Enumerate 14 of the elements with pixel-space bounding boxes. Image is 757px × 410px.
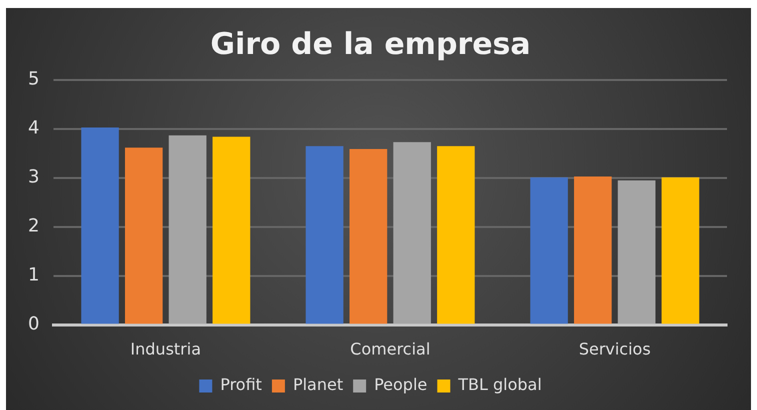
y-tick-label: 5 xyxy=(28,68,40,90)
legend-label: People xyxy=(374,375,428,394)
y-tick-label: 2 xyxy=(28,216,40,237)
chart-title: Giro de la empresa xyxy=(210,26,531,62)
legend-label: Planet xyxy=(292,375,344,394)
legend-label: Profit xyxy=(220,375,262,394)
y-tick-label: 3 xyxy=(28,166,40,188)
y-tick-label: 4 xyxy=(28,118,40,139)
x-tick-label: Servicios xyxy=(578,340,651,359)
x-tick-label: Comercial xyxy=(350,340,430,359)
legend-label: TBL global xyxy=(457,375,542,394)
x-tick-label: Industria xyxy=(130,340,202,359)
y-tick-label: 0 xyxy=(28,313,40,334)
y-tick-label: 1 xyxy=(28,264,40,286)
